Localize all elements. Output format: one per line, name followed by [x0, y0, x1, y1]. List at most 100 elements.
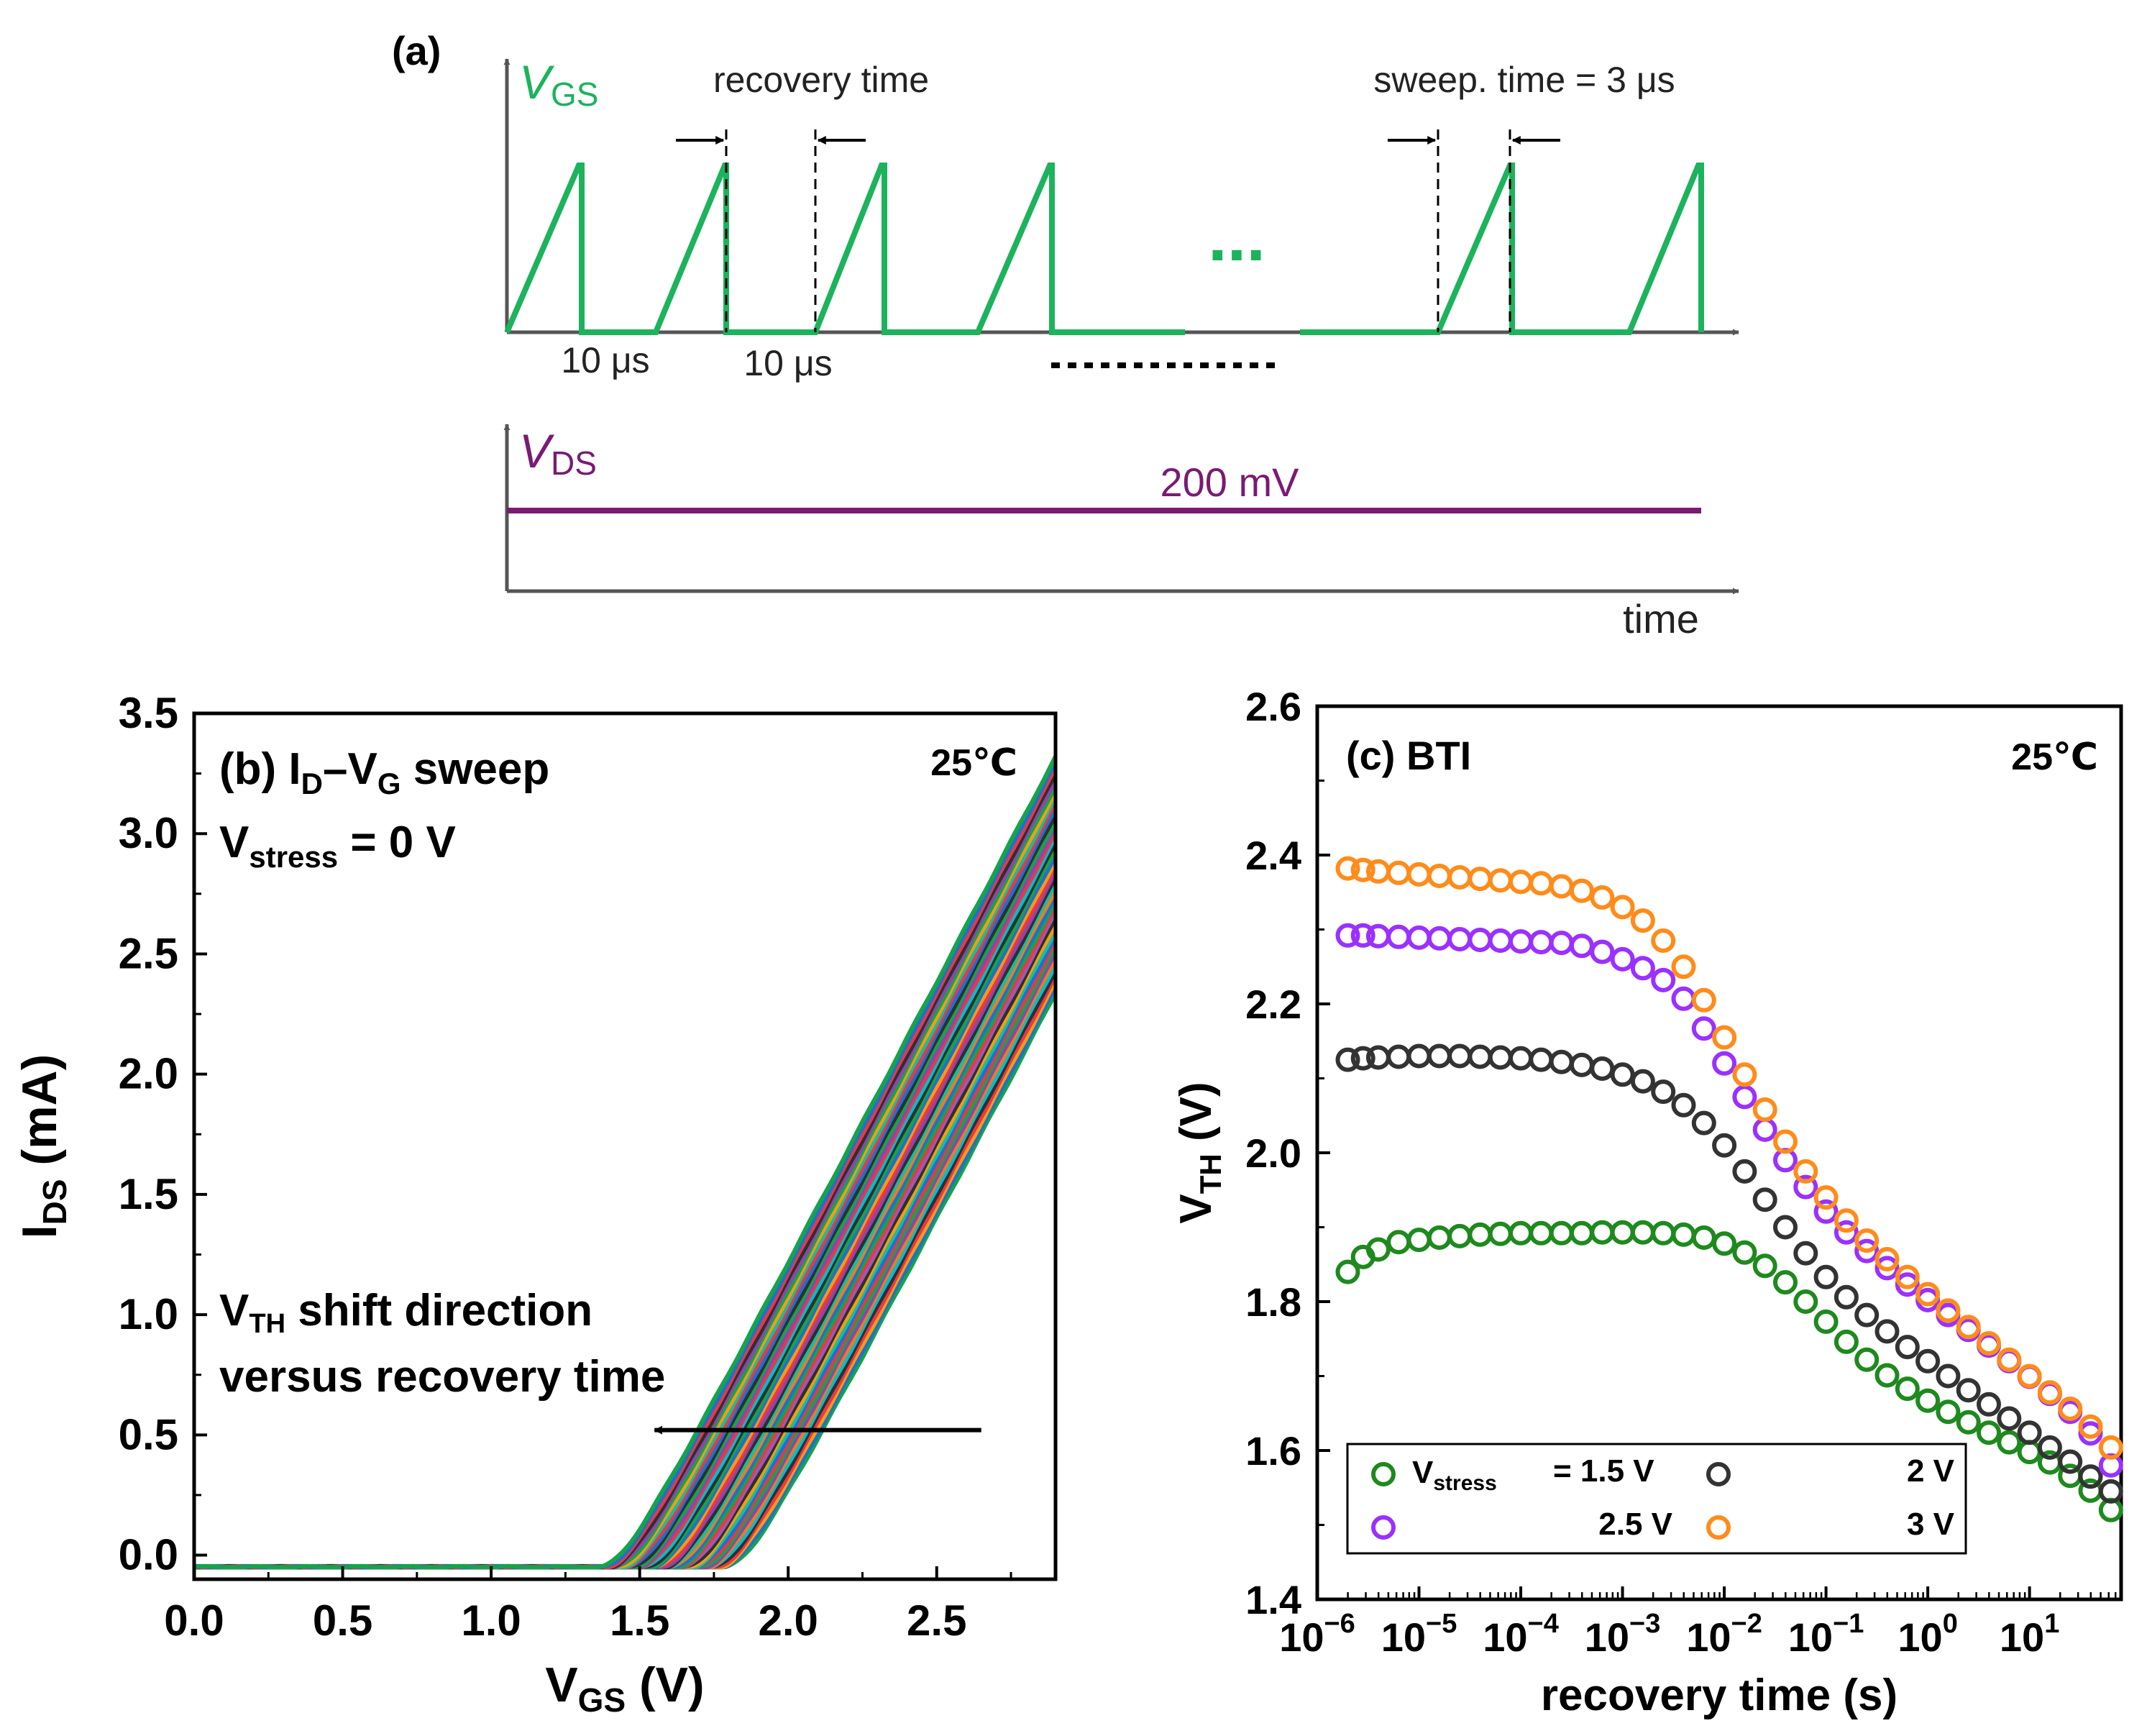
c-point-series4: [1651, 928, 1676, 953]
c-point-series4: [1854, 1228, 1880, 1253]
c-point-series4: [1977, 1331, 2001, 1356]
b-y-tick-label: 2.5: [119, 929, 178, 977]
c-point-series2: [1712, 1133, 1737, 1158]
c-point-series4: [1630, 908, 1655, 933]
c-x-tick-label: 10−2: [1686, 1609, 1762, 1660]
c-point-series2: [1997, 1406, 2022, 1431]
b-y-tick-label: 3.5: [119, 689, 178, 737]
b-x-tick-label: 1.5: [610, 1596, 669, 1645]
c-point-series4: [1712, 1025, 1737, 1050]
interval-label-1: 10 μs: [561, 340, 649, 380]
legend-label-2.5v: 2.5 V: [1598, 1507, 1672, 1542]
c-point-series2: [1630, 1069, 1655, 1094]
b-y-tick-label: 1.0: [119, 1290, 178, 1338]
b-x-tick-label: 1.0: [461, 1596, 521, 1645]
c-point-series2: [1874, 1319, 1900, 1344]
c-point-series3: [1895, 1272, 1920, 1297]
c-point-series2: [1732, 1159, 1757, 1184]
c-point-series1: [1936, 1399, 1961, 1425]
c-point-series1: [1874, 1363, 1900, 1388]
c-point-series4: [2098, 1435, 2123, 1460]
c-point-series2: [1813, 1264, 1839, 1289]
c-point-series3: [1712, 1051, 1737, 1076]
c-point-series1: [1732, 1240, 1757, 1265]
c-y-tick-label: 1.8: [1245, 1279, 1301, 1325]
c-point-series1: [1854, 1347, 1880, 1372]
c-point-series4: [1936, 1298, 1961, 1323]
legend-label-1.5v: = 1.5 V: [1553, 1453, 1654, 1489]
c-point-series3: [1732, 1084, 1757, 1110]
c-point-series2: [2078, 1464, 2103, 1489]
vgs-axis-label: VGS: [519, 55, 599, 113]
b-y-tick-label: 1.5: [119, 1170, 178, 1218]
c-point-series3: [1691, 1016, 1716, 1041]
legend-box: [1346, 1443, 1967, 1555]
c-point-series4: [1610, 895, 1635, 920]
b-x-tick-label: 2.5: [907, 1596, 966, 1645]
c-point-series4: [1732, 1062, 1757, 1087]
c-point-series4: [1997, 1347, 2022, 1372]
panel-a-label: (a): [392, 28, 441, 73]
panel-b-subtitle: Vstress = 0 V: [219, 818, 456, 874]
c-x-tick-label: 10−5: [1381, 1609, 1457, 1660]
c-point-series1: [1956, 1410, 1981, 1435]
c-y-tick-label: 2.6: [1245, 684, 1301, 729]
c-y-tick-label: 2.4: [1245, 833, 1301, 878]
c-x-tick-label: 10−1: [1788, 1609, 1864, 1660]
panel-c-bti-chart: 1.4 1.6 1.8 2.0 2.2 2.4 2.6 10−6 10−5 10−4 10−3 10−…: [1171, 684, 2123, 1720]
interval-label-2: 10 μs: [743, 343, 832, 383]
c-point-series2: [2058, 1449, 2083, 1474]
c-point-series3: [1793, 1174, 1818, 1200]
c-point-series4: [1874, 1247, 1900, 1271]
recovery-time-label: recovery time: [713, 60, 929, 100]
panel-c-x-label: recovery time (s): [1541, 1671, 1897, 1720]
c-x-tick-label: 10−4: [1483, 1609, 1559, 1660]
c-point-series4: [2037, 1380, 2062, 1405]
c-point-series3: [1335, 923, 1360, 948]
c-point-series2: [1793, 1241, 1818, 1266]
c-point-series3: [1350, 923, 1375, 948]
c-point-series3: [2098, 1453, 2123, 1478]
c-point-series1: [1335, 1259, 1360, 1284]
c-point-series4: [1590, 885, 1615, 910]
c-x-tick-label: 10−6: [1279, 1609, 1355, 1660]
c-point-series3: [1610, 946, 1635, 972]
c-point-series2: [1651, 1079, 1676, 1105]
panel-c-y-label: VTH (V): [1171, 1082, 1227, 1223]
b-curve-1: [194, 755, 1056, 1570]
c-point-series1: [1895, 1376, 1920, 1402]
legend-label-3v: 3 V: [1907, 1507, 1955, 1542]
c-point-series2: [1936, 1363, 1961, 1389]
c-y-tick-label: 1.6: [1245, 1428, 1301, 1474]
c-point-series2: [1335, 1047, 1360, 1072]
c-point-series1: [1793, 1289, 1818, 1314]
b-y-tick-label: 2.0: [119, 1050, 178, 1098]
panel-c-temperature: 25℃: [2011, 736, 2098, 778]
legend-marker-1.5v: [1371, 1462, 1396, 1486]
panel-b-curves: [194, 755, 1056, 1570]
c-point-series1: [1977, 1420, 2001, 1445]
c-point-series3: [1874, 1256, 1900, 1281]
c-point-series2: [2017, 1420, 2042, 1445]
panel-b-frame: [192, 711, 1058, 1581]
c-point-series3: [1630, 956, 1655, 981]
legend-label-2v: 2 V: [1907, 1453, 1955, 1489]
c-point-series4: [2078, 1414, 2103, 1439]
b-x-tick-label: 2.0: [758, 1596, 818, 1645]
c-point-series2: [1854, 1302, 1880, 1328]
c-point-series3: [1651, 967, 1676, 992]
sweep-time-label: sweep. time = 3 μs: [1373, 60, 1675, 100]
panel-b-y-label: IDS (mA): [12, 1054, 73, 1239]
c-point-series1: [1813, 1309, 1839, 1334]
vgs-ellipsis: ...: [1208, 198, 1265, 275]
c-point-series2: [1350, 1046, 1375, 1071]
c-y-tick-label: 2.2: [1245, 982, 1301, 1027]
panel-c-ticks: 1.4 1.6 1.8 2.0 2.2 2.4 2.6 10−6 10−5 10−4 10−3 10−…: [1245, 684, 2117, 1660]
c-point-series1: [1915, 1388, 1941, 1413]
c-x-tick-label: 100: [1897, 1609, 1957, 1660]
c-point-series1: [1834, 1329, 1859, 1354]
c-x-tick-label: 10−3: [1585, 1609, 1661, 1660]
c-point-series2: [2098, 1479, 2123, 1504]
c-point-series4: [2017, 1363, 2042, 1389]
c-point-series2: [1773, 1215, 1798, 1240]
